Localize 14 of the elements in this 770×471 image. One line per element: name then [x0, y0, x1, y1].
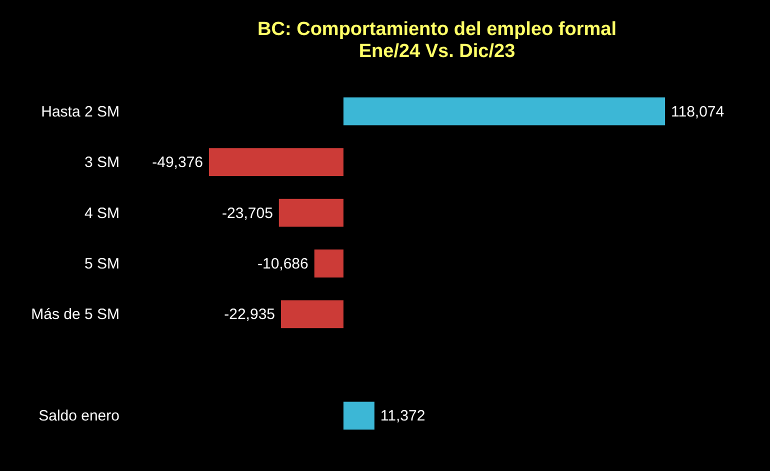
chart-title: BC: Comportamiento del empleo formal — [258, 19, 616, 40]
y-tick-label: 3 SM — [84, 154, 120, 172]
chart-subtitle: Ene/24 Vs. Dic/23 — [358, 41, 516, 62]
data-label: 118,074 — [671, 103, 724, 120]
y-tick-label: 4 SM — [84, 204, 120, 222]
y-tick-label: Hasta 2 SM — [41, 103, 120, 120]
y-tick-label: Saldo enero — [38, 408, 120, 425]
y-tick-label: 5 SM — [84, 256, 120, 272]
data-label: -23,705 — [222, 204, 273, 222]
y-tick-label: Más de 5 SM — [31, 306, 120, 324]
data-label: 11,372 — [380, 408, 426, 425]
data-label: -49,376 — [152, 154, 203, 172]
data-label: -22,935 — [224, 306, 276, 324]
data-label: -10,686 — [257, 256, 308, 272]
